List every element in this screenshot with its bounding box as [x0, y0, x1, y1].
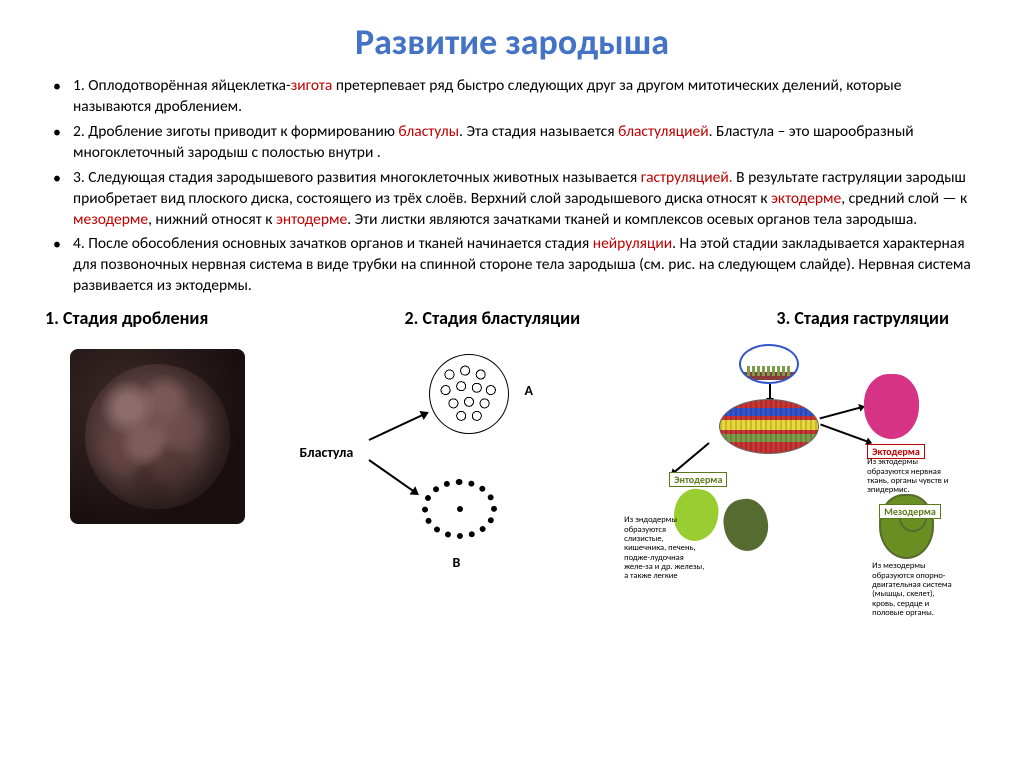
mesoderm-desc: Из мезодермы образуются опорно-двигатель… [872, 562, 957, 618]
highlight: бластуляцией [618, 122, 709, 141]
highlight: гаструляцией. [641, 168, 733, 187]
stage-3-title: 3. Стадия гаструляции [776, 307, 979, 329]
blastula-label: Бластула [299, 444, 353, 461]
diagrams-row: Бластула А В Эктодерма Из эктодермы обра… [45, 344, 979, 604]
highlight: бластулы [398, 122, 459, 141]
arrow-icon [369, 414, 424, 441]
highlight: зигота [291, 76, 333, 95]
germ-layers-circle [739, 344, 799, 384]
stage-1-title: 1. Стадия дробления [45, 307, 208, 329]
label-b: В [452, 554, 460, 571]
stage-2-diagram: Бластула А В [294, 344, 574, 574]
text: . Эти листки являются зачатками тканей и… [347, 210, 917, 229]
stage-3-diagram: Эктодерма Из эктодермы образуются нервна… [624, 344, 954, 604]
ectoderm-desc: Из эктодермы образуются нервная ткань, о… [867, 458, 949, 495]
ectoderm-embryo [864, 374, 919, 439]
stage-titles-row: 1. Стадия дробления 2. Стадия бластуляци… [45, 307, 979, 339]
blastula-sphere-b [422, 479, 497, 539]
stage-2-title: 2. Стадия бластуляции [405, 307, 581, 329]
arrow-icon [820, 424, 868, 443]
bullet-3: 3. Следующая стадия зародышевого развити… [45, 168, 979, 231]
highlight: нейруляции [593, 234, 672, 253]
bullet-list: 1. Оплодотворённая яйцеклетка-зигота пре… [45, 76, 979, 297]
endoderm-embryo [720, 496, 772, 555]
bullet-2: 2. Дробление зиготы приводит к формирова… [45, 122, 979, 164]
bullet-4: 4. После обособления основных зачатков о… [45, 234, 979, 297]
text: , средний слой — к [841, 189, 967, 208]
bullet-1: 1. Оплодотворённая яйцеклетка-зигота пре… [45, 76, 979, 118]
morula-image [70, 349, 245, 524]
text: 4. После обособления основных зачатков о… [73, 234, 593, 253]
arrow-icon [369, 459, 415, 492]
text: 1. Оплодотворённая яйцеклетка- [73, 76, 291, 95]
blastula-sphere-a [429, 354, 509, 434]
mesoderm-label: Мезодерма [879, 504, 941, 519]
arrow-icon [769, 384, 771, 399]
arrow-icon [820, 407, 861, 420]
text: 3. Следующая стадия зародышевого развити… [73, 168, 641, 187]
text: 2. Дробление зиготы приводит к формирова… [73, 122, 398, 141]
germ-disc [719, 399, 819, 454]
arrow-icon [674, 442, 710, 472]
highlight: мезодерме [73, 210, 148, 229]
highlight: эктодерме [771, 189, 841, 208]
page-title: Развитие зародыша [45, 20, 979, 64]
text: . Эта стадия называется [459, 122, 618, 141]
text: , нижний относят к [148, 210, 276, 229]
label-a: А [524, 382, 532, 399]
stage-1-diagram [70, 344, 245, 524]
highlight: энтодерме [276, 210, 347, 229]
endoderm-label: Энтодерма [669, 472, 727, 487]
endoderm-desc: Из эндодермы образуются слизистые, кишеч… [624, 516, 706, 581]
